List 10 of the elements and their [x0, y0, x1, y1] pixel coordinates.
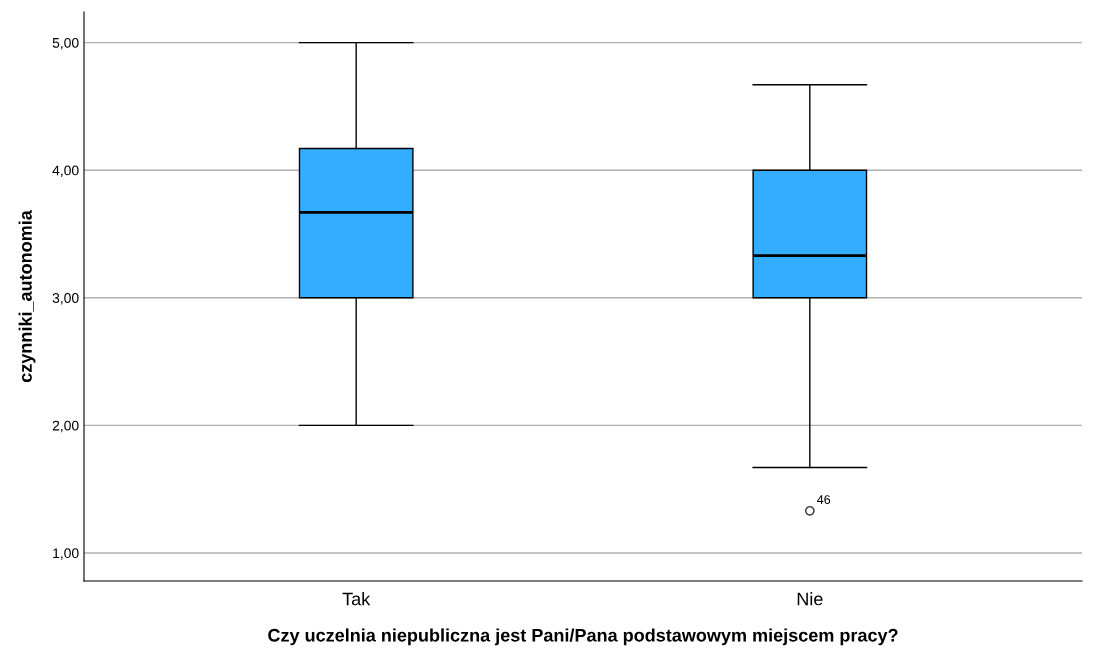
y-tick-label: 5,00	[52, 37, 79, 50]
annotation: 46	[817, 495, 831, 505]
y-tick-label: 3,00	[52, 293, 79, 305]
x-tick-label: Nie	[797, 592, 823, 606]
y-axis-title: czynniki_autonomia	[18, 210, 36, 383]
y-tick-label: 1,00	[53, 548, 79, 560]
y-tick-label: 2,00	[52, 420, 79, 433]
x-tick-label: Tak	[342, 592, 371, 606]
x-axis-title: Czy uczelnia niepubliczna jest Pani/Pana podstawowym miejscem pracy?	[268, 628, 898, 646]
y-tick-label: 4,00	[52, 165, 79, 178]
